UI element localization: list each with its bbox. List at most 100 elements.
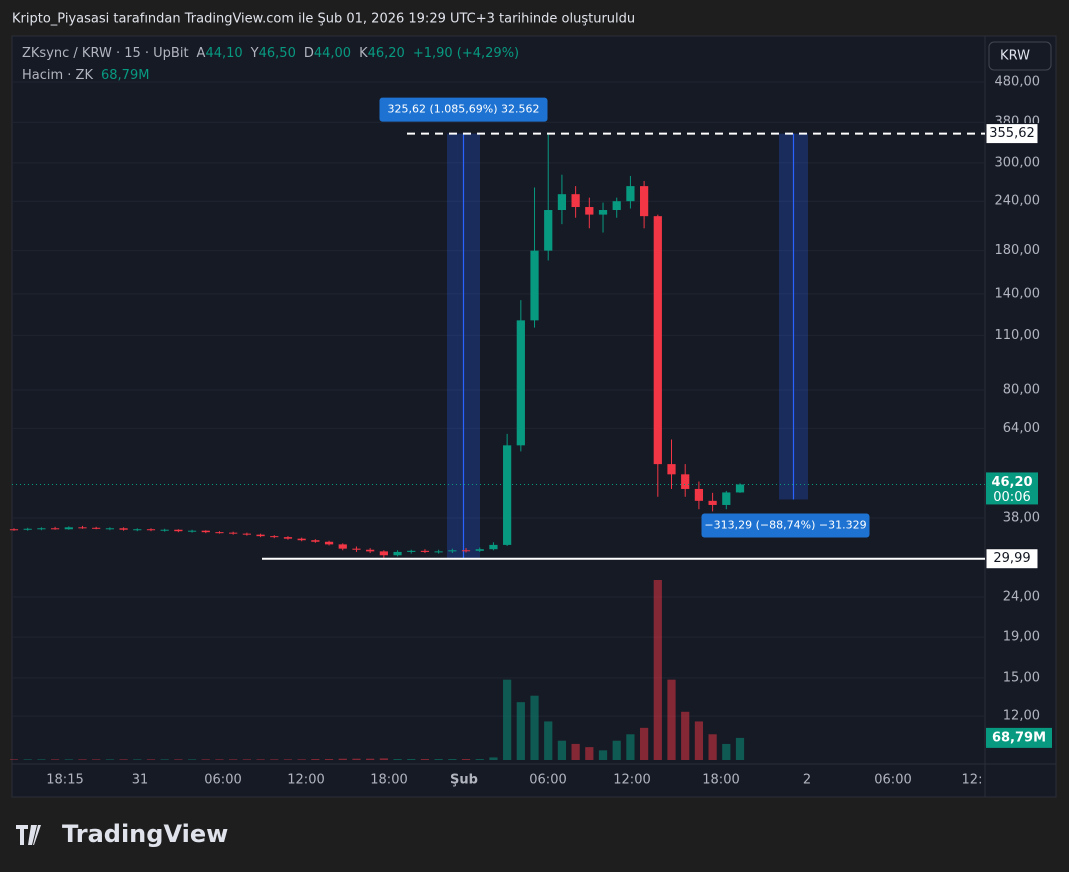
y-tick-label: 140,00 <box>995 286 1041 301</box>
candle-body <box>160 529 169 531</box>
legend-item: 44,00 <box>314 46 351 61</box>
volume-bar <box>626 734 635 760</box>
volume-bar <box>475 759 484 760</box>
volume-bar <box>530 695 539 760</box>
volume-bar <box>407 759 416 760</box>
volume-bar <box>516 702 525 760</box>
candle-body <box>311 540 320 542</box>
legend-item: 68,79M <box>101 68 149 83</box>
volume-bar <box>9 759 19 760</box>
candle-body <box>379 551 388 556</box>
volume-legend: Hacim · ZK 68,79M <box>22 68 149 83</box>
volume-bar <box>105 759 114 760</box>
legend-item: +1,90 (+4,29%) <box>413 46 519 61</box>
candle-body <box>201 530 210 533</box>
candle-body <box>324 541 334 545</box>
x-tick-label: 31 <box>132 773 149 788</box>
volume-bar <box>640 727 649 760</box>
last-volume-bg <box>986 727 1052 748</box>
x-tick-label: 06:00 <box>874 773 911 788</box>
volume-bar <box>544 721 553 760</box>
volume-bar <box>187 759 197 760</box>
candle-body <box>420 550 430 552</box>
candle-body <box>23 528 32 530</box>
candle-body <box>667 464 676 475</box>
candle-body <box>722 492 731 505</box>
candle-body <box>256 534 265 537</box>
candle-body <box>215 532 224 534</box>
candle-body <box>475 549 484 551</box>
candle-body <box>708 500 717 505</box>
legend-item: 44,10 <box>205 46 242 61</box>
volume-bar <box>215 759 224 760</box>
x-tick-label: 06:00 <box>529 773 566 788</box>
candle-body <box>229 532 238 534</box>
volume-bar <box>420 759 430 760</box>
x-tick-label: 2 <box>803 773 811 788</box>
measure-label: −313,29 (−88,74%) −31.329 <box>704 518 866 531</box>
y-tick-label: 64,00 <box>1003 421 1040 436</box>
x-tick-label: 12:00 <box>287 773 324 788</box>
candle-body <box>50 528 60 530</box>
footer-logo: TradingView <box>16 820 228 848</box>
y-tick-label: 110,00 <box>995 328 1041 343</box>
candle-body <box>338 544 347 549</box>
countdown: 00:06 <box>993 490 1030 505</box>
level-label: 29,99 <box>993 551 1030 566</box>
candle-body <box>78 527 87 529</box>
currency-button[interactable] <box>988 41 1052 71</box>
volume-bar <box>366 758 375 760</box>
volume-bar <box>23 759 32 760</box>
candle-body <box>503 445 512 545</box>
currency[interactable]: KRW <box>1000 49 1030 64</box>
candle-body <box>640 186 649 217</box>
x-tick-label: 18:00 <box>702 773 739 788</box>
volume-bar <box>735 737 745 760</box>
legend-item: ZKsync / KRW · 15 · UpBit <box>22 46 189 61</box>
candle-body <box>366 549 375 552</box>
level-label-bg <box>985 123 1039 145</box>
candle-body <box>735 484 745 493</box>
legend-item: A <box>197 46 206 61</box>
candle-body <box>585 207 594 215</box>
volume-bar <box>92 759 101 760</box>
last-price-bg <box>986 472 1038 505</box>
candle-body <box>37 528 46 530</box>
y-tick-label: 19,00 <box>1003 630 1040 645</box>
y-tick-label: 24,00 <box>1003 590 1040 605</box>
candle-body <box>448 550 457 552</box>
candle-body <box>489 544 498 550</box>
volume-bar <box>653 580 662 760</box>
volume-bar <box>598 750 608 760</box>
volume-bar <box>571 743 580 760</box>
volume-bar <box>37 759 46 760</box>
candle-body <box>544 210 553 251</box>
volume-bar <box>722 743 731 760</box>
candle-body <box>598 210 608 215</box>
x-tick-label: 12: <box>962 773 983 788</box>
volume-bar <box>297 759 306 760</box>
candle-body <box>571 194 580 208</box>
y-tick-label: 12,00 <box>1003 709 1040 724</box>
volume-bar <box>393 759 402 760</box>
candle-body <box>626 186 635 202</box>
volume-bar <box>242 759 251 760</box>
volume-bar <box>352 758 361 760</box>
volume-bar <box>256 759 265 760</box>
measure-label-bg <box>701 513 870 538</box>
last-price-label: 46,20 <box>991 475 1032 490</box>
volume-bar <box>681 711 690 760</box>
volume-bar <box>557 740 567 760</box>
candle-body <box>393 551 402 556</box>
legend-item: 46,50 <box>259 46 296 61</box>
x-tick-label: 18:00 <box>370 773 407 788</box>
y-tick-label: 15,00 <box>1003 670 1040 685</box>
x-tick-label: 06:00 <box>204 773 241 788</box>
candle-body <box>557 194 567 211</box>
candle-body <box>461 550 471 552</box>
volume-bar <box>708 734 717 760</box>
x-tick-label: Şub <box>450 773 478 788</box>
volume-bar <box>50 759 60 760</box>
legend-item: D <box>304 46 314 61</box>
legend-item: K <box>359 46 368 61</box>
